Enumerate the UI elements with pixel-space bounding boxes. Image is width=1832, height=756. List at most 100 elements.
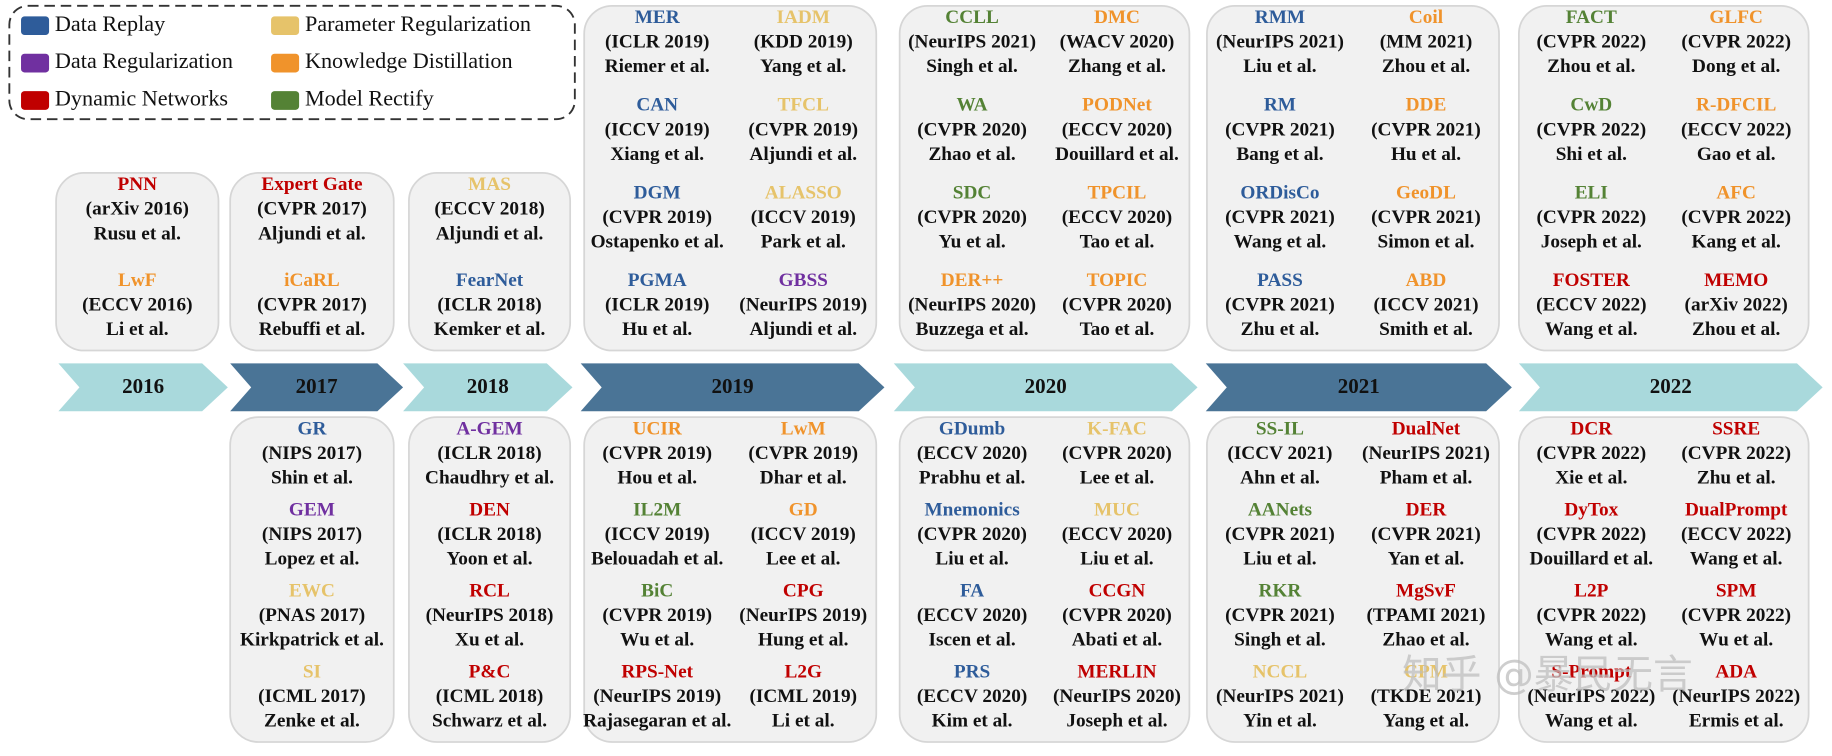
method-authors: Kemker et al.: [434, 319, 545, 340]
paper-group-box: [583, 416, 878, 743]
method-venue: (ECCV 2020): [917, 605, 1027, 626]
method-authors: Bang et al.: [1236, 144, 1323, 165]
method-name: SDC: [953, 182, 992, 203]
paper-group-box: [408, 416, 572, 743]
method-authors: Park et al.: [761, 231, 846, 252]
method-authors: Zhu et al.: [1241, 319, 1320, 340]
method-authors: Kang et al.: [1692, 231, 1781, 252]
method-name: GeoDL: [1396, 182, 1456, 203]
method-name: AFC: [1716, 182, 1756, 203]
method-name: Mnemonics: [924, 499, 1020, 520]
method-venue: (ECCV 2020): [1062, 119, 1172, 140]
method-name: Expert Gate: [261, 174, 363, 195]
method-authors: Wang et al.: [1545, 319, 1638, 340]
method-authors: Gao et al.: [1697, 144, 1776, 165]
legend-swatch: [21, 16, 50, 36]
method-name: RPS-Net: [621, 661, 693, 682]
method-authors: Xie et al.: [1555, 467, 1627, 488]
method-authors: Riemer et al.: [605, 56, 710, 77]
method-venue: (CVPR 2021): [1225, 295, 1335, 316]
method-name: TOPIC: [1087, 270, 1148, 291]
method-name: P&C: [469, 661, 511, 682]
method-authors: Pham et al.: [1380, 467, 1473, 488]
method-venue: (NeurIPS 2022): [1672, 686, 1800, 707]
method-authors: Schwarz et al.: [432, 711, 547, 732]
method-venue: (ICLR 2019): [605, 295, 709, 316]
method-authors: Lee et al.: [766, 549, 840, 570]
method-name: SPM: [1716, 580, 1757, 601]
method-authors: Rebuffi et al.: [259, 319, 365, 340]
paper-group-box: [1518, 416, 1810, 743]
paper-group-box: [1206, 4, 1500, 352]
method-name: GLFC: [1709, 7, 1763, 28]
method-authors: Wang et al.: [1545, 711, 1638, 732]
method-venue: (CVPR 2022): [1681, 443, 1791, 464]
method-name: FearNet: [456, 270, 524, 291]
method-authors: Kim et al.: [932, 711, 1013, 732]
method-venue: (CVPR 2021): [1371, 119, 1481, 140]
method-authors: Iscen et al.: [928, 630, 1015, 651]
method-venue: (MM 2021): [1380, 32, 1473, 53]
method-authors: Prabhu et al.: [919, 467, 1025, 488]
method-venue: (NeurIPS 2019): [593, 686, 721, 707]
legend-label: Knowledge Distillation: [305, 48, 513, 73]
legend-swatch: [271, 16, 300, 36]
method-name: DER: [1406, 499, 1448, 520]
method-name: R-DFCIL: [1696, 95, 1776, 116]
method-name: RM: [1264, 95, 1296, 116]
method-authors: Yin et al.: [1243, 711, 1317, 732]
method-authors: Shin et al.: [271, 467, 353, 488]
method-name: PASS: [1257, 270, 1303, 291]
timeline-arrow: [893, 363, 1198, 412]
method-authors: Li et al.: [106, 319, 169, 340]
method-name: A-GEM: [456, 418, 522, 439]
method-name: IADM: [776, 7, 830, 28]
method-venue: (CVPR 2019): [748, 119, 858, 140]
timeline-arrow: [1518, 363, 1823, 412]
paper-group-box: [1518, 4, 1810, 352]
method-venue: (NeurIPS 2021): [1216, 32, 1344, 53]
method-authors: Aljundi et al.: [258, 223, 366, 244]
paper-group-box: [898, 416, 1191, 743]
method-venue: (CVPR 2022): [1681, 32, 1791, 53]
method-authors: Buzzega et al.: [916, 319, 1029, 340]
method-authors: Wu et al.: [620, 630, 694, 651]
method-authors: Zhu et al.: [1697, 467, 1776, 488]
legend-swatch: [271, 53, 300, 73]
timeline-arrow: [230, 363, 404, 412]
method-name: S-Prompt: [1551, 661, 1631, 682]
method-name: PGMA: [628, 270, 687, 291]
method-name: RKR: [1259, 580, 1303, 601]
method-name: PNN: [117, 174, 157, 195]
method-authors: Hung et al.: [758, 630, 848, 651]
method-venue: (NeurIPS 2020): [908, 295, 1036, 316]
method-venue: (ICLR 2018): [437, 524, 541, 545]
method-venue: (ICLR 2018): [437, 443, 541, 464]
method-name: UCIR: [633, 418, 683, 439]
method-venue: (ECCV 2022): [1681, 119, 1791, 140]
method-authors: Zhao et al.: [1382, 630, 1469, 651]
method-authors: Rajasegaran et al.: [583, 711, 731, 732]
method-name: MUC: [1094, 499, 1140, 520]
method-authors: Ermis et al.: [1689, 711, 1784, 732]
method-name: DyTox: [1564, 499, 1618, 520]
method-venue: (ECCV 2022): [1681, 524, 1791, 545]
method-name: SS-IL: [1256, 418, 1304, 439]
method-venue: (CVPR 2019): [602, 605, 712, 626]
method-venue: (ECCV 2018): [434, 199, 544, 220]
method-venue: (CVPR 2022): [1681, 207, 1791, 228]
legend-label: Data Regularization: [55, 48, 233, 73]
method-venue: (CVPR 2022): [1681, 605, 1791, 626]
method-name: ADA: [1715, 661, 1757, 682]
method-name: TFCL: [778, 95, 830, 116]
method-name: PODNet: [1082, 95, 1152, 116]
method-venue: (CVPR 2019): [748, 443, 858, 464]
timeline-arrow: [403, 363, 573, 412]
method-venue: (CVPR 2021): [1371, 524, 1481, 545]
method-name: WA: [957, 95, 988, 116]
method-venue: (KDD 2019): [754, 32, 853, 53]
method-name: GBSS: [779, 270, 828, 291]
legend-swatch: [271, 91, 300, 110]
timeline-arrow: [580, 363, 885, 412]
